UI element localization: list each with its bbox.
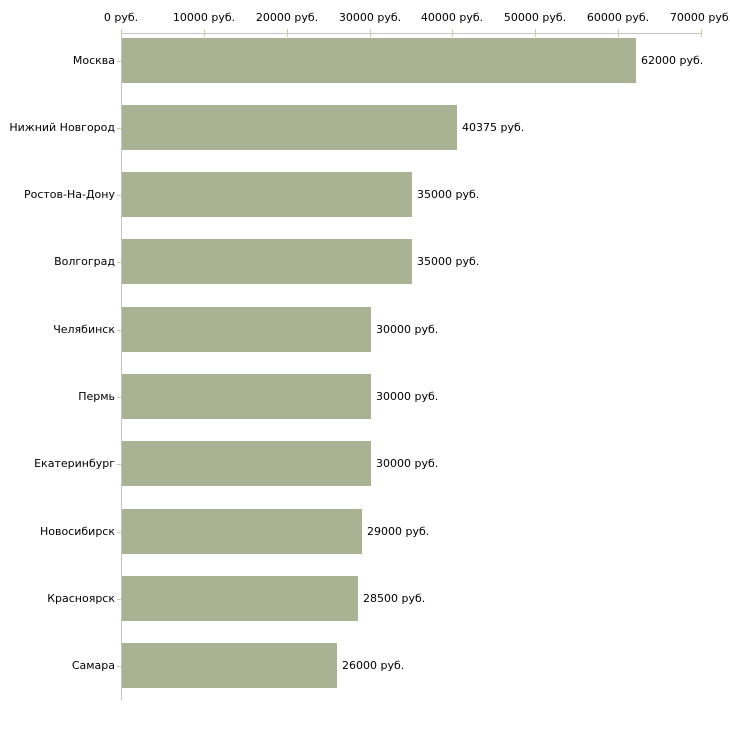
- category-label: Красноярск: [47, 592, 115, 605]
- bar: [122, 105, 457, 150]
- category-label: Волгоград: [54, 255, 115, 268]
- x-tick-mark: [370, 29, 371, 37]
- category-label: Пермь: [78, 390, 115, 403]
- value-label: 29000 руб.: [367, 525, 430, 538]
- x-tick-label: 70000 руб.: [669, 11, 730, 24]
- value-label: 28500 руб.: [363, 592, 426, 605]
- category-tick-mark: [117, 599, 121, 600]
- bar: [122, 441, 371, 486]
- value-label: 35000 руб.: [417, 255, 480, 268]
- x-tick-label: 20000 руб.: [255, 11, 319, 24]
- bar: [122, 172, 412, 217]
- category-tick-mark: [117, 464, 121, 465]
- category-label: Москва: [72, 54, 115, 67]
- x-tick-label: 50000 руб.: [503, 11, 567, 24]
- category-label: Екатеринбург: [34, 457, 115, 470]
- x-tick-label: 60000 руб.: [586, 11, 650, 24]
- category-tick-mark: [117, 195, 121, 196]
- value-label: 35000 руб.: [417, 188, 480, 201]
- y-axis-line: [121, 33, 122, 700]
- category-tick-mark: [117, 532, 121, 533]
- x-tick-mark: [618, 29, 619, 37]
- category-tick-mark: [117, 262, 121, 263]
- x-tick-label: 0 руб.: [103, 11, 139, 24]
- category-tick-mark: [117, 666, 121, 667]
- x-tick-mark: [204, 29, 205, 37]
- bar: [122, 239, 412, 284]
- bar: [122, 576, 358, 621]
- x-tick-mark: [121, 29, 122, 37]
- value-label: 30000 руб.: [376, 323, 439, 336]
- bar: [122, 374, 371, 419]
- value-label: 30000 руб.: [376, 457, 439, 470]
- value-label: 62000 руб.: [641, 54, 704, 67]
- x-tick-mark: [701, 29, 702, 37]
- x-tick-label: 10000 руб.: [172, 11, 236, 24]
- category-label: Нижний Новгород: [9, 121, 115, 134]
- x-tick-mark: [287, 29, 288, 37]
- bar: [122, 509, 362, 554]
- x-tick-label: 30000 руб.: [338, 11, 402, 24]
- value-label: 30000 руб.: [376, 390, 439, 403]
- category-tick-mark: [117, 330, 121, 331]
- category-tick-mark: [117, 128, 121, 129]
- category-label: Ростов-На-Дону: [23, 188, 115, 201]
- bar: [122, 38, 636, 83]
- x-tick-mark: [452, 29, 453, 37]
- bar: [122, 643, 337, 688]
- category-tick-mark: [117, 397, 121, 398]
- x-tick-label: 40000 руб.: [420, 11, 484, 24]
- category-label: Челябинск: [53, 323, 115, 336]
- x-axis-line: [121, 33, 702, 34]
- category-tick-mark: [117, 61, 121, 62]
- x-tick-mark: [535, 29, 536, 37]
- category-label: Новосибирск: [39, 525, 115, 538]
- value-label: 40375 руб.: [462, 121, 525, 134]
- bar: [122, 307, 371, 352]
- value-label: 26000 руб.: [342, 659, 405, 672]
- category-label: Самара: [71, 659, 115, 672]
